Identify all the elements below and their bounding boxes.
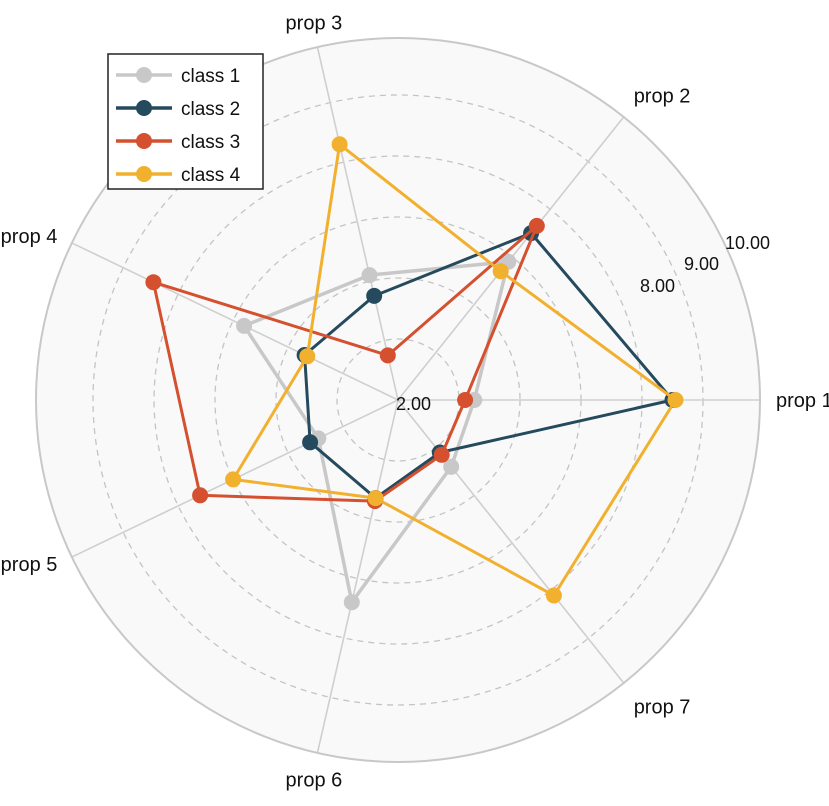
legend-swatch-marker bbox=[136, 133, 152, 149]
data-point bbox=[545, 587, 562, 604]
axis-label: prop 4 bbox=[1, 226, 58, 248]
grid-spoke bbox=[71, 242, 399, 401]
legend-swatch-marker bbox=[136, 67, 152, 83]
data-point bbox=[192, 487, 209, 504]
grid-spoke bbox=[316, 399, 399, 754]
labels: prop 1 prop 2 prop 3 prop 4 prop 5 prop 6 prop… bbox=[1, 13, 829, 792]
radial-tick-label: 8.00 bbox=[640, 276, 675, 296]
data-point bbox=[302, 434, 319, 451]
legend-swatch-marker bbox=[136, 166, 152, 182]
data-point bbox=[236, 317, 253, 334]
grid-spoke bbox=[316, 46, 399, 401]
axis-label: prop 7 bbox=[634, 697, 691, 719]
data-point bbox=[492, 263, 509, 280]
data-point bbox=[343, 594, 360, 611]
legend-swatch-marker bbox=[136, 100, 152, 116]
legend: class 1 class 2 class 3 class 4 bbox=[107, 53, 264, 190]
legend-label: class 2 bbox=[181, 99, 240, 120]
legend-label: class 4 bbox=[181, 165, 241, 186]
data-point bbox=[366, 287, 383, 304]
radial-tick-label: 9.00 bbox=[684, 254, 719, 274]
data-point bbox=[457, 392, 474, 408]
axis-label: prop 5 bbox=[1, 554, 58, 576]
series-line bbox=[242, 259, 511, 604]
data-point bbox=[667, 392, 684, 408]
axis-label: prop 2 bbox=[634, 86, 691, 108]
series-line bbox=[151, 224, 539, 503]
axis-label: prop 1 bbox=[776, 390, 829, 412]
data-point bbox=[379, 347, 396, 364]
axis-label: prop 6 bbox=[286, 770, 343, 792]
data-point bbox=[299, 348, 316, 365]
legend-label: class 1 bbox=[181, 66, 240, 87]
series-group bbox=[145, 136, 684, 611]
legend-label: class 3 bbox=[181, 132, 240, 153]
data-point bbox=[331, 136, 348, 153]
data-point bbox=[367, 490, 384, 507]
outer-ring bbox=[35, 37, 761, 763]
data-point bbox=[433, 446, 450, 463]
data-point bbox=[528, 217, 545, 234]
data-point bbox=[145, 274, 162, 291]
series-line bbox=[231, 142, 677, 597]
series-line bbox=[303, 231, 674, 500]
radial-tick-label: 2.00 bbox=[396, 394, 431, 414]
data-point bbox=[225, 471, 242, 488]
axis-label: prop 3 bbox=[286, 13, 343, 35]
data-point bbox=[443, 458, 460, 475]
radial-tick-label: 10.00 bbox=[725, 233, 770, 253]
data-point bbox=[361, 267, 378, 284]
